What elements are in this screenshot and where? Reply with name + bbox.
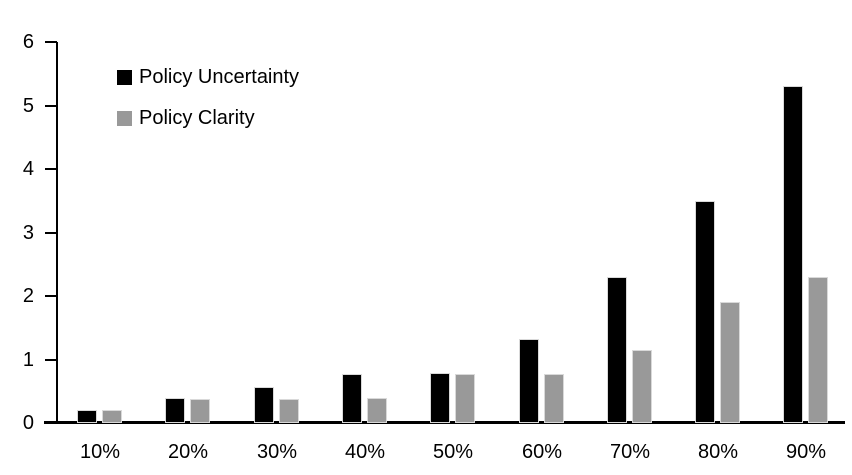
y-tick-1 bbox=[45, 358, 57, 361]
legend-swatch-policy-uncertainty-icon bbox=[117, 69, 132, 85]
y-tick-label-6: 6 bbox=[22, 31, 34, 53]
bar-policy-clarity-60% bbox=[544, 374, 564, 423]
legend-item-policy-clarity: Policy Clarity bbox=[117, 103, 299, 133]
y-tick-label-4: 4 bbox=[22, 158, 34, 180]
y-tick-label-3: 3 bbox=[22, 221, 34, 244]
x-tick-label-20%: 20% bbox=[167, 441, 209, 463]
bar-policy-clarity-40% bbox=[367, 398, 387, 423]
x-tick-label-50%: 50% bbox=[432, 441, 474, 463]
x-tick-label-40%: 40% bbox=[344, 441, 386, 463]
legend-label-policy-uncertainty: Policy Uncertainty bbox=[139, 65, 300, 88]
y-tick-6 bbox=[45, 41, 57, 43]
bar-policy-uncertainty-50% bbox=[430, 373, 450, 423]
x-tick-label-30%: 30% bbox=[256, 441, 298, 463]
y-tick-2 bbox=[45, 295, 57, 297]
bar-policy-clarity-90% bbox=[808, 277, 828, 423]
bar-policy-uncertainty-20% bbox=[165, 398, 185, 423]
bar-policy-clarity-70% bbox=[632, 350, 652, 423]
y-tick-label-1: 1 bbox=[22, 348, 34, 371]
bar-policy-clarity-10% bbox=[102, 410, 122, 423]
x-tick-label-60%: 60% bbox=[521, 441, 563, 463]
x-tick-label-80%: 80% bbox=[697, 441, 739, 463]
x-tick-label-10%: 10% bbox=[79, 441, 121, 463]
legend-swatch-policy-clarity-icon bbox=[117, 110, 132, 126]
bar-policy-uncertainty-60% bbox=[519, 339, 539, 423]
bar-policy-uncertainty-90% bbox=[783, 86, 803, 423]
legend-item-policy-uncertainty: Policy Uncertainty bbox=[117, 62, 299, 92]
bar-policy-uncertainty-70% bbox=[607, 277, 627, 423]
bar-policy-uncertainty-30% bbox=[254, 387, 274, 423]
x-tick-label-90%: 90% bbox=[785, 441, 827, 463]
bar-policy-uncertainty-40% bbox=[342, 374, 362, 423]
y-axis-line bbox=[56, 42, 58, 423]
bar-policy-uncertainty-10% bbox=[77, 410, 97, 423]
bar-policy-uncertainty-80% bbox=[695, 201, 715, 423]
bar-policy-clarity-30% bbox=[279, 399, 299, 423]
y-tick-3 bbox=[45, 231, 57, 234]
y-tick-label-0: 0 bbox=[22, 412, 34, 434]
legend-label-policy-clarity: Policy Clarity bbox=[139, 106, 255, 129]
x-tick-label-70%: 70% bbox=[609, 441, 651, 463]
y-tick-5 bbox=[45, 104, 57, 107]
y-tick-4 bbox=[45, 168, 57, 170]
bar-policy-clarity-20% bbox=[190, 399, 210, 423]
bar-policy-clarity-50% bbox=[455, 374, 475, 423]
y-tick-label-2: 2 bbox=[22, 285, 34, 307]
y-tick-label-5: 5 bbox=[22, 94, 34, 117]
chart-legend: Policy Uncertainty Policy Clarity bbox=[117, 62, 299, 144]
bar-policy-clarity-80% bbox=[720, 302, 740, 423]
